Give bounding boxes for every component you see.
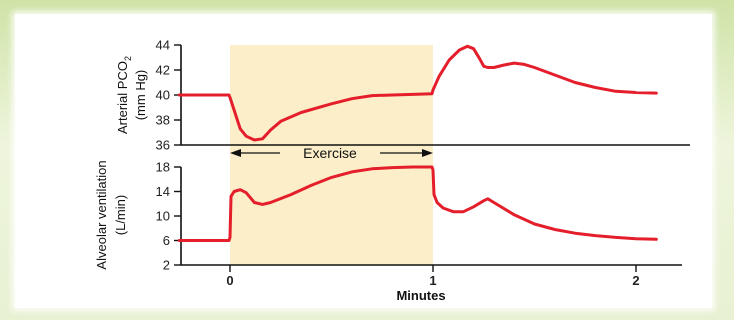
exercise-annotation: Exercise (230, 145, 433, 161)
pco2-axis-unit: (mm Hg) (133, 70, 148, 121)
pco2-y-tick-label: 36 (156, 138, 170, 153)
x-axis-title: Minutes (396, 288, 445, 303)
ventilation-axis-unit: (L/min) (113, 195, 128, 235)
pco2-series-line (177, 44, 658, 142)
pco2-y-tick-label: 40 (156, 88, 170, 103)
pco2-y-tick-label: 38 (156, 113, 170, 128)
x-tick-label: 2 (632, 273, 639, 288)
ventilation-y-tick-label: 2 (163, 258, 170, 273)
exercise-label: Exercise (303, 145, 357, 161)
exercise-period-shading (230, 45, 433, 265)
x-tick-label: 1 (429, 273, 436, 288)
ventilation-y-tick-label: 10 (156, 209, 170, 224)
pco2-axis-title: Arterial PCO2 (115, 56, 133, 134)
ventilation-y-tick-label: 14 (156, 184, 170, 199)
pco2-axis-title-subscript: 2 (123, 56, 133, 61)
exercise-arrowhead-right (422, 149, 433, 157)
ventilation-series-line (177, 165, 658, 242)
pco2-axis-title-text: Arterial PCO (115, 61, 130, 134)
pco2-axes: 36 38 40 42 44 (156, 38, 690, 153)
ventilation-y-tick-label: 6 (163, 233, 170, 248)
exercise-arrowhead-left (230, 149, 241, 157)
ventilation-axes: 2 6 10 14 18 0 1 2 (156, 160, 682, 288)
pco2-y-tick-label: 44 (156, 38, 170, 53)
ventilation-axis-title: Alveolar ventilation (94, 160, 109, 269)
ventilation-y-tick-label: 18 (156, 160, 170, 175)
x-tick-label: 0 (226, 273, 233, 288)
pco2-y-tick-label: 42 (156, 63, 170, 78)
